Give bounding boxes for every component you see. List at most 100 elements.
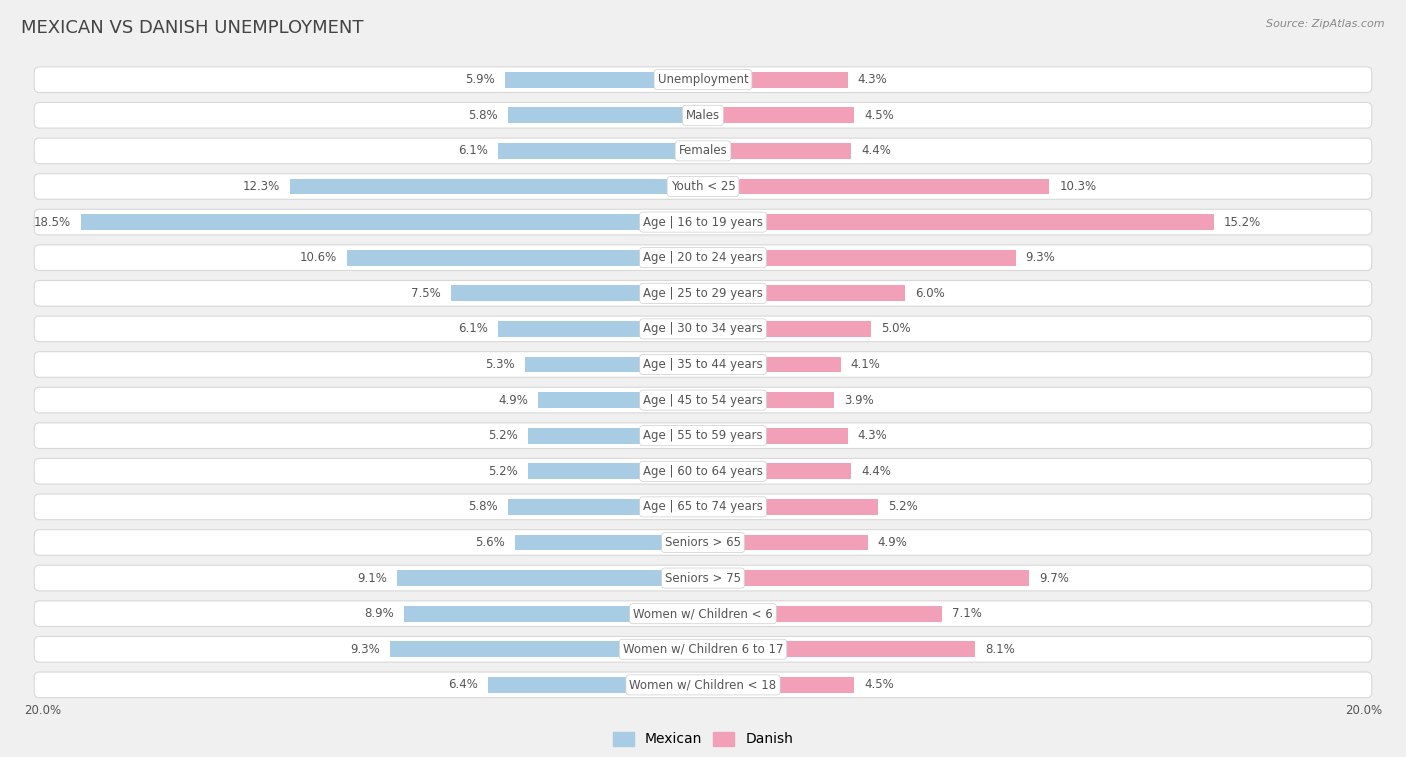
FancyBboxPatch shape [34,494,1372,520]
Bar [488,677,703,693]
Text: 5.3%: 5.3% [485,358,515,371]
Text: Youth < 25: Youth < 25 [671,180,735,193]
Bar [703,392,834,408]
Text: 6.1%: 6.1% [458,145,488,157]
Bar [290,179,703,195]
Text: 6.0%: 6.0% [915,287,945,300]
FancyBboxPatch shape [34,388,1372,413]
FancyBboxPatch shape [34,530,1372,556]
Bar [703,463,851,479]
Bar [703,357,841,372]
Bar [505,72,703,88]
Text: 4.3%: 4.3% [858,429,887,442]
Text: 9.3%: 9.3% [1025,251,1056,264]
Bar [703,641,976,657]
Bar [396,570,703,586]
Text: 9.1%: 9.1% [357,572,387,584]
Text: Unemployment: Unemployment [658,73,748,86]
FancyBboxPatch shape [34,138,1372,164]
Text: MEXICAN VS DANISH UNEMPLOYMENT: MEXICAN VS DANISH UNEMPLOYMENT [21,19,364,37]
Bar [82,214,703,230]
FancyBboxPatch shape [34,672,1372,698]
Text: 4.9%: 4.9% [877,536,908,549]
Bar [703,179,1049,195]
FancyBboxPatch shape [34,245,1372,270]
Text: 4.5%: 4.5% [865,678,894,691]
FancyBboxPatch shape [34,209,1372,235]
FancyBboxPatch shape [34,67,1372,92]
FancyBboxPatch shape [34,459,1372,484]
Bar [451,285,703,301]
Text: 9.7%: 9.7% [1039,572,1069,584]
Bar [538,392,703,408]
Text: 4.5%: 4.5% [865,109,894,122]
Text: 8.9%: 8.9% [364,607,394,620]
Text: Age | 25 to 29 years: Age | 25 to 29 years [643,287,763,300]
Bar [703,250,1015,266]
FancyBboxPatch shape [34,281,1372,306]
Bar [703,534,868,550]
Text: 5.9%: 5.9% [465,73,495,86]
Bar [703,428,848,444]
FancyBboxPatch shape [34,173,1372,199]
Text: 4.1%: 4.1% [851,358,880,371]
Text: Age | 35 to 44 years: Age | 35 to 44 years [643,358,763,371]
Text: 4.3%: 4.3% [858,73,887,86]
Text: Males: Males [686,109,720,122]
FancyBboxPatch shape [34,102,1372,128]
Bar [347,250,703,266]
Text: Age | 55 to 59 years: Age | 55 to 59 years [643,429,763,442]
FancyBboxPatch shape [34,601,1372,627]
Bar [515,534,703,550]
Bar [498,143,703,159]
Bar [404,606,703,621]
FancyBboxPatch shape [34,565,1372,591]
FancyBboxPatch shape [34,423,1372,448]
Text: 5.0%: 5.0% [882,322,911,335]
Bar [508,107,703,123]
Text: Females: Females [679,145,727,157]
Bar [529,428,703,444]
Text: 20.0%: 20.0% [24,704,62,717]
Text: 18.5%: 18.5% [34,216,72,229]
Text: Women w/ Children 6 to 17: Women w/ Children 6 to 17 [623,643,783,656]
Text: 5.8%: 5.8% [468,500,498,513]
Bar [703,143,851,159]
Text: 5.6%: 5.6% [475,536,505,549]
Bar [703,606,942,621]
Text: 4.4%: 4.4% [860,465,891,478]
Bar [508,499,703,515]
Bar [703,570,1029,586]
Bar [498,321,703,337]
Text: 10.3%: 10.3% [1059,180,1097,193]
Text: 4.4%: 4.4% [860,145,891,157]
FancyBboxPatch shape [34,316,1372,341]
FancyBboxPatch shape [34,637,1372,662]
Text: 15.2%: 15.2% [1223,216,1261,229]
Text: Women w/ Children < 6: Women w/ Children < 6 [633,607,773,620]
FancyBboxPatch shape [34,352,1372,377]
Bar [529,463,703,479]
Text: 20.0%: 20.0% [1344,704,1382,717]
Text: Source: ZipAtlas.com: Source: ZipAtlas.com [1267,19,1385,29]
Text: 5.2%: 5.2% [887,500,918,513]
Text: 12.3%: 12.3% [242,180,280,193]
Legend: Mexican, Danish: Mexican, Danish [607,726,799,752]
Text: Women w/ Children < 18: Women w/ Children < 18 [630,678,776,691]
Bar [703,107,855,123]
Text: 6.1%: 6.1% [458,322,488,335]
Text: Age | 16 to 19 years: Age | 16 to 19 years [643,216,763,229]
Text: 7.5%: 7.5% [411,287,441,300]
Text: 5.8%: 5.8% [468,109,498,122]
Bar [703,321,872,337]
Bar [524,357,703,372]
Bar [703,285,904,301]
Text: 4.9%: 4.9% [498,394,529,407]
Bar [703,677,855,693]
Bar [703,499,877,515]
Text: 6.4%: 6.4% [449,678,478,691]
Text: 10.6%: 10.6% [299,251,336,264]
Text: Age | 45 to 54 years: Age | 45 to 54 years [643,394,763,407]
Text: 7.1%: 7.1% [952,607,981,620]
Text: Age | 20 to 24 years: Age | 20 to 24 years [643,251,763,264]
